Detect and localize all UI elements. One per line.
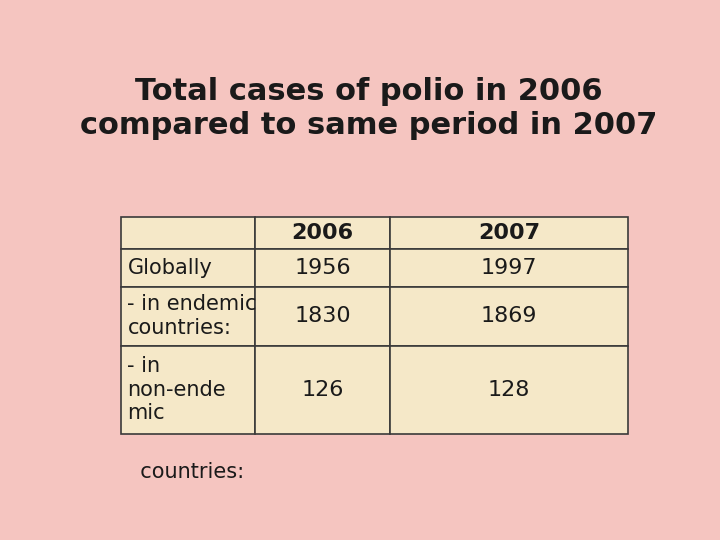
Bar — [256, 249, 390, 287]
Text: 1869: 1869 — [481, 306, 537, 326]
Text: countries:: countries: — [127, 462, 245, 482]
Text: 1997: 1997 — [481, 258, 537, 278]
Text: 2007: 2007 — [478, 223, 540, 243]
Bar — [390, 287, 629, 346]
Text: - in
non-ende
mic: - in non-ende mic — [127, 356, 226, 423]
Text: 126: 126 — [302, 380, 343, 400]
Text: - in endemic
countries:: - in endemic countries: — [127, 294, 257, 338]
Bar — [390, 217, 629, 249]
Bar — [256, 346, 390, 434]
Bar — [256, 217, 390, 249]
Text: 128: 128 — [488, 380, 531, 400]
Bar — [121, 217, 256, 249]
Text: 1956: 1956 — [294, 258, 351, 278]
Bar — [121, 346, 256, 434]
Bar — [256, 287, 390, 346]
Bar — [121, 287, 256, 346]
Bar — [390, 249, 629, 287]
Bar — [390, 346, 629, 434]
Text: Total cases of polio in 2006
compared to same period in 2007: Total cases of polio in 2006 compared to… — [81, 77, 657, 140]
Bar — [121, 249, 256, 287]
Text: Globally: Globally — [127, 258, 212, 278]
Text: 1830: 1830 — [294, 306, 351, 326]
Text: 2006: 2006 — [292, 223, 354, 243]
